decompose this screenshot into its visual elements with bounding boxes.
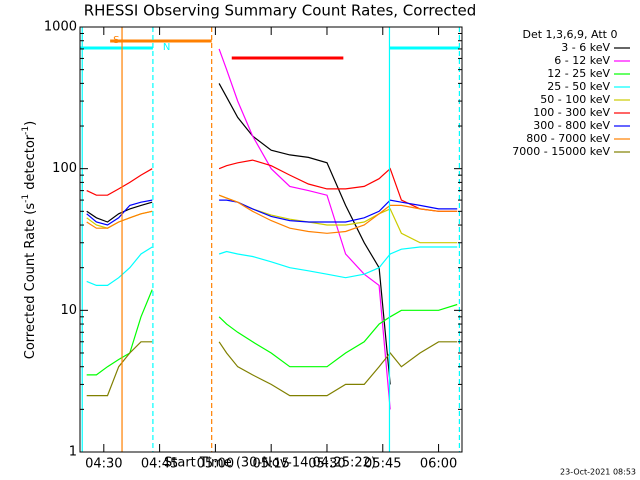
legend-label: 100 - 300 keV	[533, 106, 610, 119]
legend-label: 12 - 25 keV	[547, 67, 610, 80]
series-line	[86, 194, 458, 234]
y-label-part: Corrected Count Rate (s	[23, 203, 38, 360]
legend-label: 800 - 7000 keV	[526, 132, 610, 145]
legend-label: 6 - 12 keV	[554, 54, 610, 67]
legend-label: 50 - 100 keV	[540, 93, 610, 106]
legend-label: 3 - 6 keV	[561, 41, 610, 54]
chart-title: RHESSI Observing Summary Count Rates, Co…	[84, 2, 477, 20]
x-tick-label: 06:00	[420, 457, 457, 472]
x-axis-label: Start Time (30-Nov-14 04:25:22)	[164, 456, 376, 471]
series-line	[86, 341, 458, 397]
legend-label: 300 - 800 keV	[533, 119, 610, 132]
flag-label: N	[163, 42, 170, 53]
flag-label: S	[113, 35, 119, 46]
x-tick-label: 04:30	[85, 457, 122, 472]
series-line	[218, 48, 391, 410]
x-tick-label: 05:15	[252, 457, 289, 472]
y-label-part: detector	[23, 134, 38, 194]
footer: 23-Oct-2021 08:53	[560, 468, 636, 477]
y-tick-label: 1000	[44, 20, 77, 35]
y-label-part: -1	[21, 126, 31, 135]
y-tick-label: 10	[60, 303, 77, 318]
series-line	[86, 159, 458, 212]
x-tick-label: 05:45	[364, 457, 401, 472]
y-label-part: -1	[21, 194, 31, 203]
x-tick-label: 05:00	[197, 457, 234, 472]
series-line	[86, 83, 391, 385]
legend-label: 7000 - 15000 keV	[512, 145, 610, 158]
y-tick-label: 100	[52, 161, 77, 176]
series-line	[86, 246, 458, 286]
series-line	[86, 289, 458, 376]
y-label-part: )	[23, 121, 38, 126]
y-axis-label: Corrected Count Rate (s-1 detector-1)	[21, 121, 38, 359]
legend-label: 25 - 50 keV	[547, 80, 610, 93]
y-tick-label: 1	[69, 445, 77, 460]
x-tick-label: 04:45	[141, 457, 178, 472]
legend-title: Det 1,3,6,9, Att 0	[523, 28, 618, 41]
series-line	[86, 199, 458, 226]
x-tick-label: 05:30	[308, 457, 345, 472]
